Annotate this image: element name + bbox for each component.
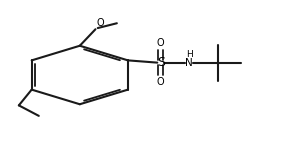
- Text: O: O: [157, 38, 164, 48]
- Text: O: O: [96, 18, 104, 28]
- Text: H: H: [186, 50, 193, 59]
- Text: S: S: [157, 56, 165, 69]
- Text: N: N: [185, 58, 193, 68]
- Text: O: O: [157, 77, 164, 87]
